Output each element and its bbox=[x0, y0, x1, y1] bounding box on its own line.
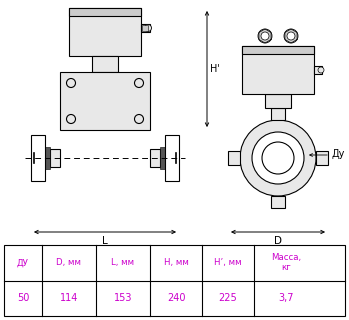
Circle shape bbox=[318, 67, 324, 73]
Circle shape bbox=[144, 25, 151, 31]
Bar bbox=[165, 135, 179, 181]
Bar bbox=[142, 25, 148, 31]
Circle shape bbox=[287, 32, 295, 40]
Text: Масса,
кг: Масса, кг bbox=[272, 253, 302, 272]
Bar bbox=[271, 108, 285, 120]
Bar bbox=[242, 46, 314, 94]
Circle shape bbox=[67, 78, 75, 87]
Bar bbox=[316, 151, 328, 165]
Text: L, мм: L, мм bbox=[111, 258, 135, 267]
Circle shape bbox=[261, 32, 269, 40]
Text: 3,7: 3,7 bbox=[279, 293, 294, 303]
Bar bbox=[150, 149, 160, 167]
Bar bbox=[228, 151, 240, 165]
Bar bbox=[69, 8, 141, 16]
Bar bbox=[69, 8, 141, 56]
Text: 50: 50 bbox=[17, 293, 29, 303]
Circle shape bbox=[134, 78, 143, 87]
Text: D: D bbox=[274, 236, 282, 246]
Circle shape bbox=[240, 120, 316, 196]
Text: 240: 240 bbox=[167, 293, 185, 303]
Circle shape bbox=[67, 115, 75, 124]
Text: H, мм: H, мм bbox=[164, 258, 188, 267]
Text: 153: 153 bbox=[114, 293, 132, 303]
Bar bbox=[271, 196, 285, 208]
Circle shape bbox=[284, 29, 298, 43]
Bar bbox=[141, 24, 150, 32]
Bar bbox=[4, 245, 345, 316]
Circle shape bbox=[258, 29, 272, 43]
Bar bbox=[45, 147, 50, 169]
Text: H’, мм: H’, мм bbox=[214, 258, 242, 267]
Bar bbox=[60, 72, 150, 130]
Bar bbox=[242, 46, 314, 54]
Text: ДУ: ДУ bbox=[17, 258, 29, 267]
Bar bbox=[50, 149, 60, 167]
Text: L: L bbox=[102, 236, 108, 246]
Text: D, мм: D, мм bbox=[57, 258, 82, 267]
Text: H': H' bbox=[210, 64, 220, 74]
Bar bbox=[31, 135, 45, 181]
Bar bbox=[314, 66, 322, 74]
Circle shape bbox=[134, 115, 143, 124]
Bar bbox=[265, 94, 291, 108]
Circle shape bbox=[252, 132, 304, 184]
Text: 114: 114 bbox=[60, 293, 78, 303]
Circle shape bbox=[262, 142, 294, 174]
Bar bbox=[92, 56, 118, 72]
Text: 225: 225 bbox=[218, 293, 237, 303]
Text: Ду: Ду bbox=[331, 149, 344, 159]
Bar bbox=[160, 147, 165, 169]
